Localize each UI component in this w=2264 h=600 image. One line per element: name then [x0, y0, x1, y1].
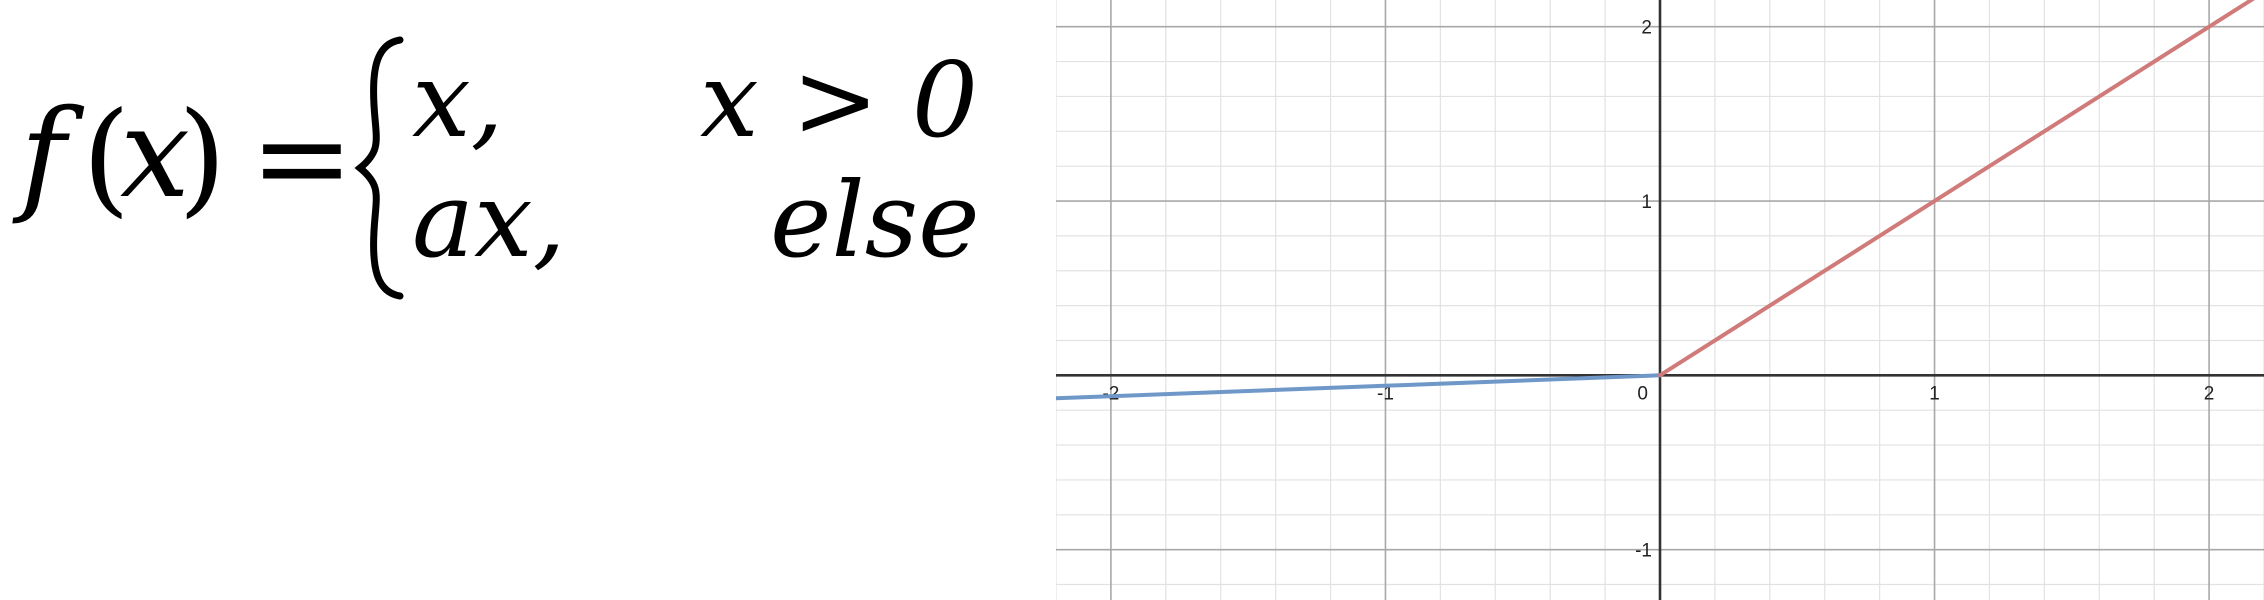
x-tick-label: 1 [1929, 383, 1940, 404]
left-brace-icon [354, 36, 404, 300]
axes [1056, 0, 2264, 600]
x-tick-label: -1 [1377, 383, 1394, 404]
function-variable: x [120, 82, 190, 226]
series-line-1 [1056, 373, 1662, 401]
x-tick-label: -2 [1102, 383, 1119, 404]
open-paren: ( [82, 86, 130, 230]
function-name: f [12, 84, 85, 228]
close-paren: ) [178, 86, 226, 230]
x-tick-label: 0 [1637, 383, 1648, 404]
series-line-2 [1658, 0, 2255, 378]
relu-graph: -2 -1 0 1 2 -1 1 2 [1056, 0, 2264, 600]
tick-labels: -2 -1 0 1 2 -1 1 2 [1102, 18, 2214, 562]
y-tick-label: -1 [1635, 541, 1652, 562]
equals-sign: = [250, 86, 354, 230]
x-tick-label: 2 [2204, 383, 2215, 404]
case-2-condition: else [770, 159, 980, 281]
equation-panel: f ( x ) = x, x > 0 ax, else [12, 36, 980, 300]
series-lines [1056, 0, 2255, 401]
case-1-expression: x, [412, 39, 504, 161]
case-1-condition: x > 0 [700, 39, 978, 161]
y-tick-label: 2 [1641, 18, 1652, 39]
case-2-expression: ax, [412, 159, 566, 281]
y-tick-label: 1 [1641, 192, 1652, 213]
